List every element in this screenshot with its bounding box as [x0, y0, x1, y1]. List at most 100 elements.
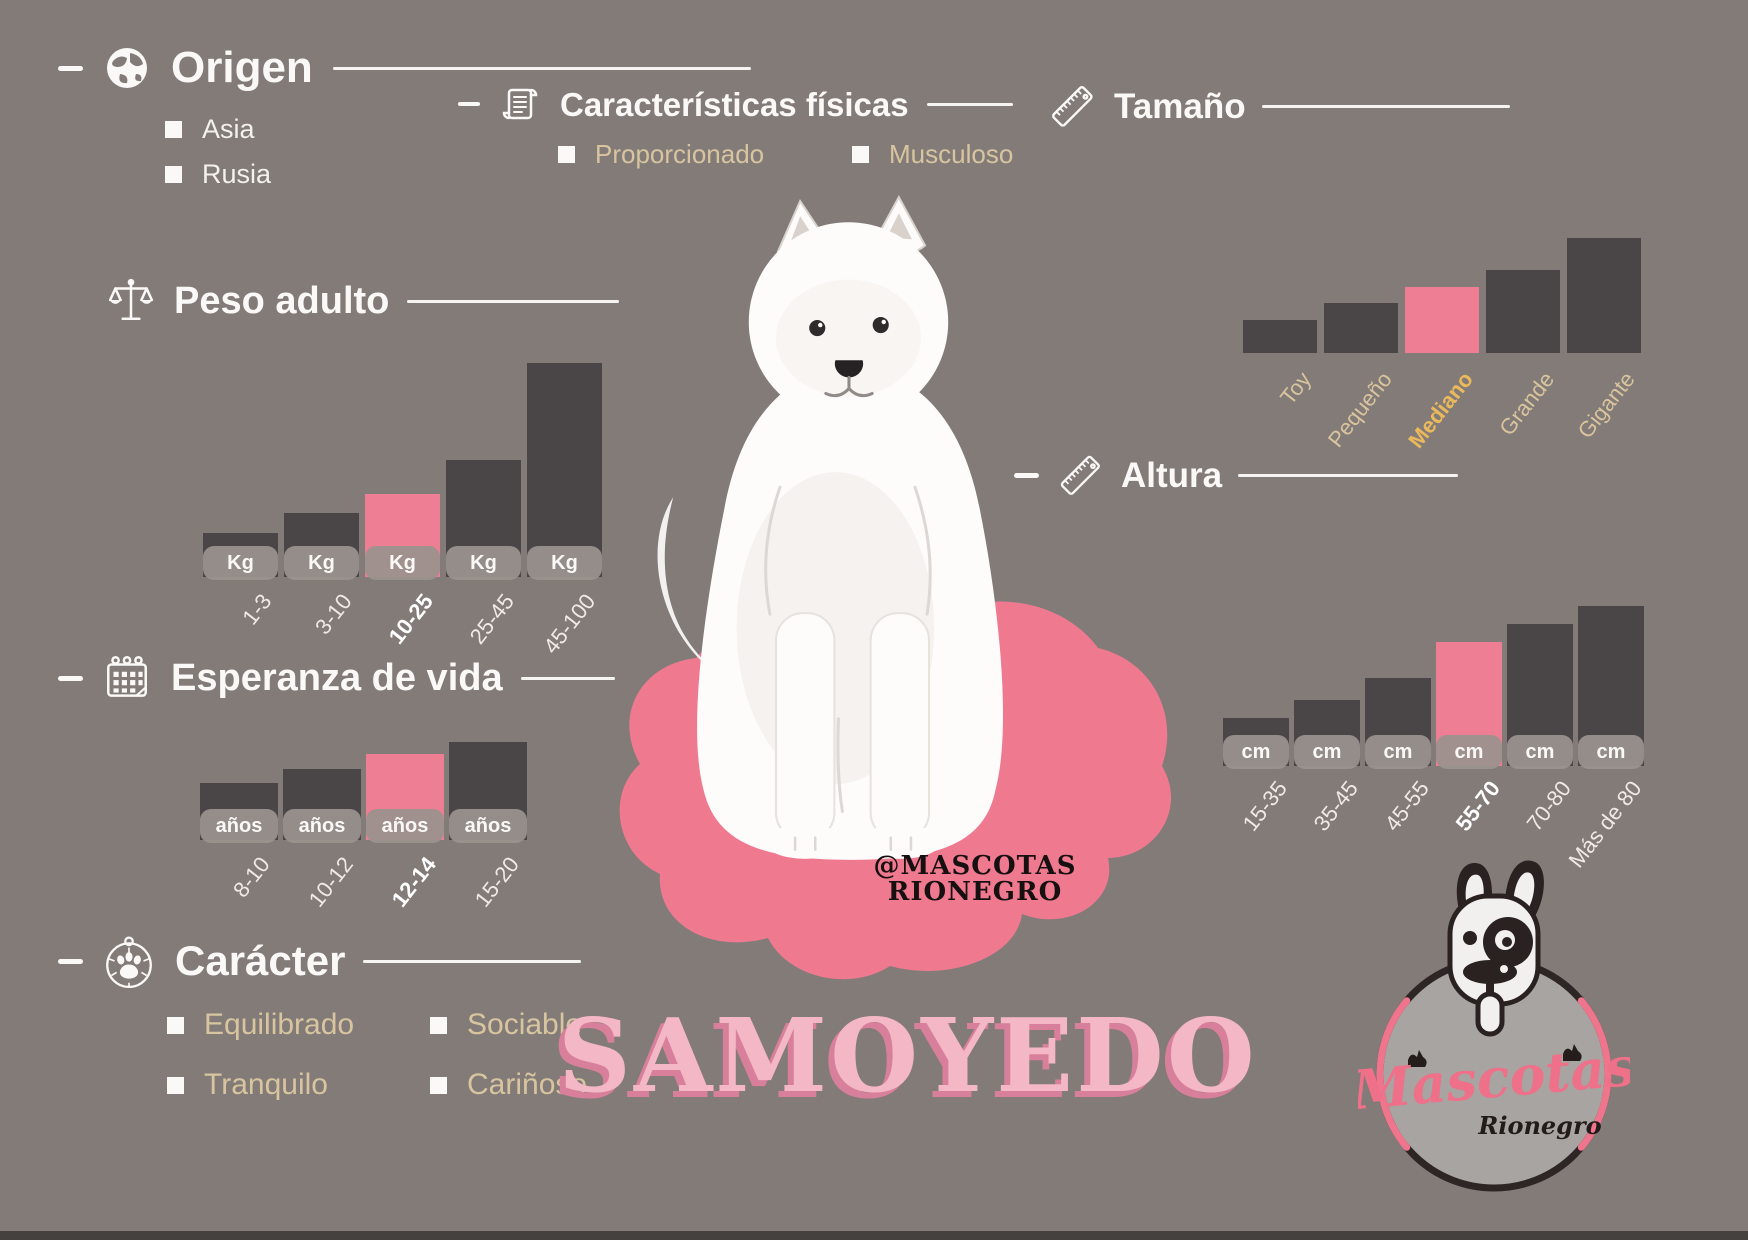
- peso-bar-chart: Kg 1-3 Kg 3-10 Kg 10-25 Kg 25-45 Kg 45-100: [203, 363, 602, 658]
- bar-label: 10-12: [303, 852, 358, 912]
- bar-label-cell: 10-12: [283, 852, 361, 967]
- unit-pill: cm: [1294, 735, 1360, 769]
- bar-label-cell: 15-20: [449, 852, 527, 967]
- caracter-rule: [363, 959, 582, 963]
- logo-pink-arc-right: [1577, 997, 1612, 1151]
- unit-pill: años: [449, 809, 527, 843]
- fisica-item-label: Musculoso: [889, 139, 1014, 169]
- bar-label-cell: Más de 80: [1564, 776, 1647, 891]
- cat-silhouette-icon: [1408, 1050, 1427, 1067]
- bar-label-cell: 10-25: [365, 589, 440, 704]
- bar-label-cell: 55-70: [1436, 776, 1505, 891]
- scales-icon: [108, 278, 154, 320]
- altura-bar-chart: cm 15-35 cm 35-45 cm 45-55 cm 55-70 cm 70-80 cm Más…: [1223, 606, 1647, 872]
- bar-label: 3-10: [310, 589, 358, 640]
- bar-label: 15-35: [1237, 776, 1292, 836]
- bar-label: Pequeño: [1322, 367, 1397, 452]
- tamano-bar: [1567, 238, 1641, 353]
- list-item: Cariñoso: [430, 1068, 587, 1102]
- tamano-bar: [1486, 270, 1560, 353]
- unit-pill: Kg: [527, 546, 602, 580]
- square-bullet-icon: [165, 121, 182, 138]
- list-item: Sociable: [430, 1008, 587, 1042]
- bar-label-cell: 45-100: [527, 589, 602, 704]
- square-bullet-icon: [165, 166, 182, 183]
- caracteristicas-rule: [926, 102, 1013, 106]
- tamano-bar-chart: Toy Pequeño Mediano Grande Gigante: [1243, 238, 1641, 453]
- tamano-header: Tamaño: [1046, 80, 1510, 132]
- unit-pill: cm: [1223, 735, 1289, 769]
- list-item: Proporcionado: [558, 139, 764, 170]
- list-item: Asia: [165, 114, 271, 145]
- section-dash: [58, 958, 83, 964]
- unit-pill: años: [283, 809, 361, 843]
- unit-pill: cm: [1507, 735, 1573, 769]
- bar-label: 10-25: [383, 589, 439, 649]
- section-dash: [58, 65, 83, 71]
- bar-label: 55-70: [1450, 776, 1505, 836]
- dog-silhouette-icon: [1563, 1044, 1582, 1061]
- list-item: Musculoso: [852, 139, 1013, 170]
- bar-label: Grande: [1493, 367, 1559, 441]
- bar-label-cell: 12-14: [366, 852, 444, 967]
- fisica-item-label: Proporcionado: [595, 139, 765, 169]
- unit-pill: años: [200, 809, 278, 843]
- bar-label-cell: Pequeño: [1322, 367, 1398, 482]
- footer-strip: [0, 1231, 1748, 1240]
- bar-label-cell: Mediano: [1403, 367, 1479, 482]
- unit-pill: cm: [1365, 735, 1431, 769]
- tamano-bar: [1243, 320, 1317, 353]
- bar-label: Gigante: [1572, 367, 1640, 444]
- logo-location-text: Rionegro: [1477, 1111, 1601, 1140]
- ruler-icon: [1052, 86, 1093, 127]
- origen-title: Origen: [171, 43, 313, 92]
- caracter-item-label: Tranquilo: [204, 1068, 328, 1101]
- mascotas-rionegro-logo: Mascotas Rionegro: [1358, 860, 1630, 1192]
- unit-pill: años: [366, 809, 444, 843]
- altura-rule: [1238, 473, 1459, 477]
- origen-item-label: Asia: [202, 114, 255, 144]
- bar-label: Más de 80: [1563, 776, 1647, 873]
- watermark-line2: RIONEGRO: [887, 877, 1063, 907]
- esperanza-header: Esperanza de vida: [58, 652, 615, 704]
- section-dash: [1014, 472, 1039, 478]
- watermark: @MASCOTAS RIONEGRO: [874, 853, 1077, 905]
- bar-label-cell: Gigante: [1567, 367, 1641, 482]
- bar-label: 45-100: [538, 589, 601, 659]
- section-dash: [58, 675, 83, 681]
- unit-pill: cm: [1578, 735, 1644, 769]
- unit-pill: Kg: [365, 546, 440, 580]
- bar-label: 8-10: [227, 852, 275, 903]
- bar-label-cell: 3-10: [284, 589, 359, 704]
- bar-label: 35-45: [1308, 776, 1363, 836]
- section-dash: [458, 102, 480, 106]
- bar-label-cell: 8-10: [200, 852, 278, 967]
- breed-title: SAMOYEDO: [558, 996, 1258, 1115]
- bar-label-cell: Toy: [1243, 367, 1317, 482]
- square-bullet-icon: [167, 1076, 184, 1094]
- caracter-item-label: Cariñoso: [467, 1068, 588, 1101]
- unit-pill: Kg: [446, 546, 521, 580]
- tamano-title: Tamaño: [1114, 86, 1246, 126]
- caracteristicas-title: Características físicas: [560, 85, 909, 123]
- square-bullet-icon: [852, 146, 869, 163]
- square-bullet-icon: [167, 1016, 184, 1034]
- caracter-header: Carácter: [58, 932, 582, 990]
- samoyed-dog-illustration: [657, 194, 1004, 860]
- origen-items: Asia Rusia: [165, 114, 271, 190]
- bar-label: 1-3: [236, 589, 277, 630]
- caracter-item-label: Equilibrado: [204, 1008, 355, 1041]
- bar-label: Toy: [1274, 367, 1316, 410]
- bar-label-cell: 1-3: [203, 589, 278, 704]
- bar-label: 12-14: [386, 852, 441, 912]
- square-bullet-icon: [558, 146, 575, 163]
- bar-label: 45-55: [1379, 776, 1434, 836]
- bar-label-cell: 70-80: [1507, 776, 1575, 891]
- caracter-title: Carácter: [175, 937, 346, 984]
- unit-pill: Kg: [203, 546, 278, 580]
- calendar-icon: [107, 655, 147, 697]
- list-item: Equilibrado: [167, 1008, 430, 1042]
- caracter-item-label: Sociable: [467, 1008, 583, 1041]
- square-bullet-icon: [430, 1016, 447, 1034]
